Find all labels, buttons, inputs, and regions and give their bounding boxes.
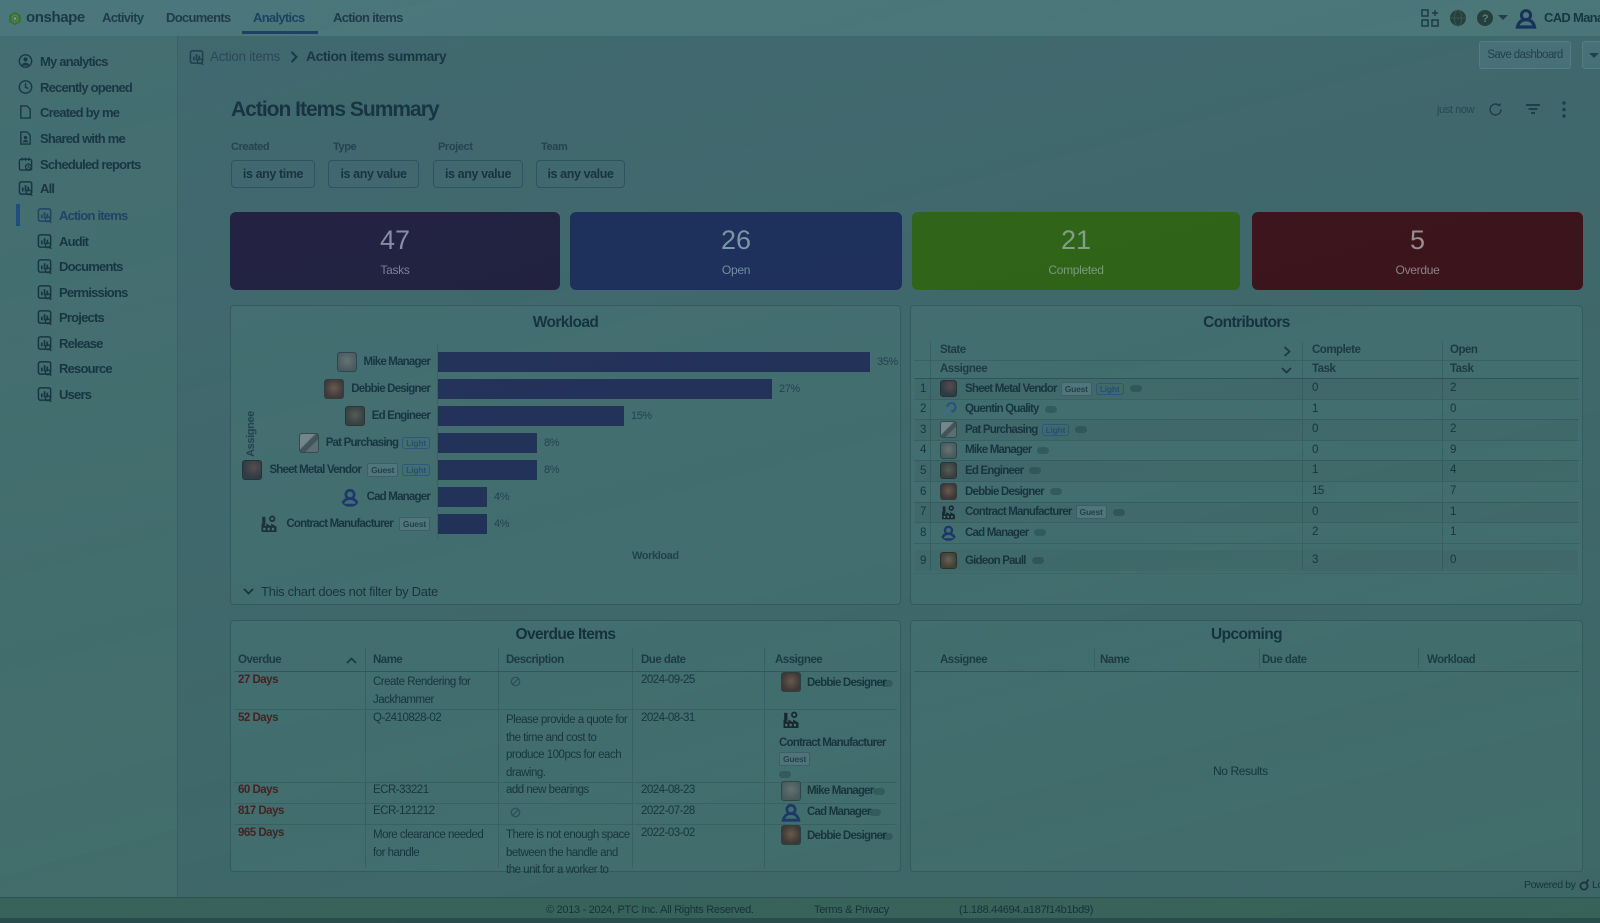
svg-text:?: ? — [1482, 13, 1489, 25]
